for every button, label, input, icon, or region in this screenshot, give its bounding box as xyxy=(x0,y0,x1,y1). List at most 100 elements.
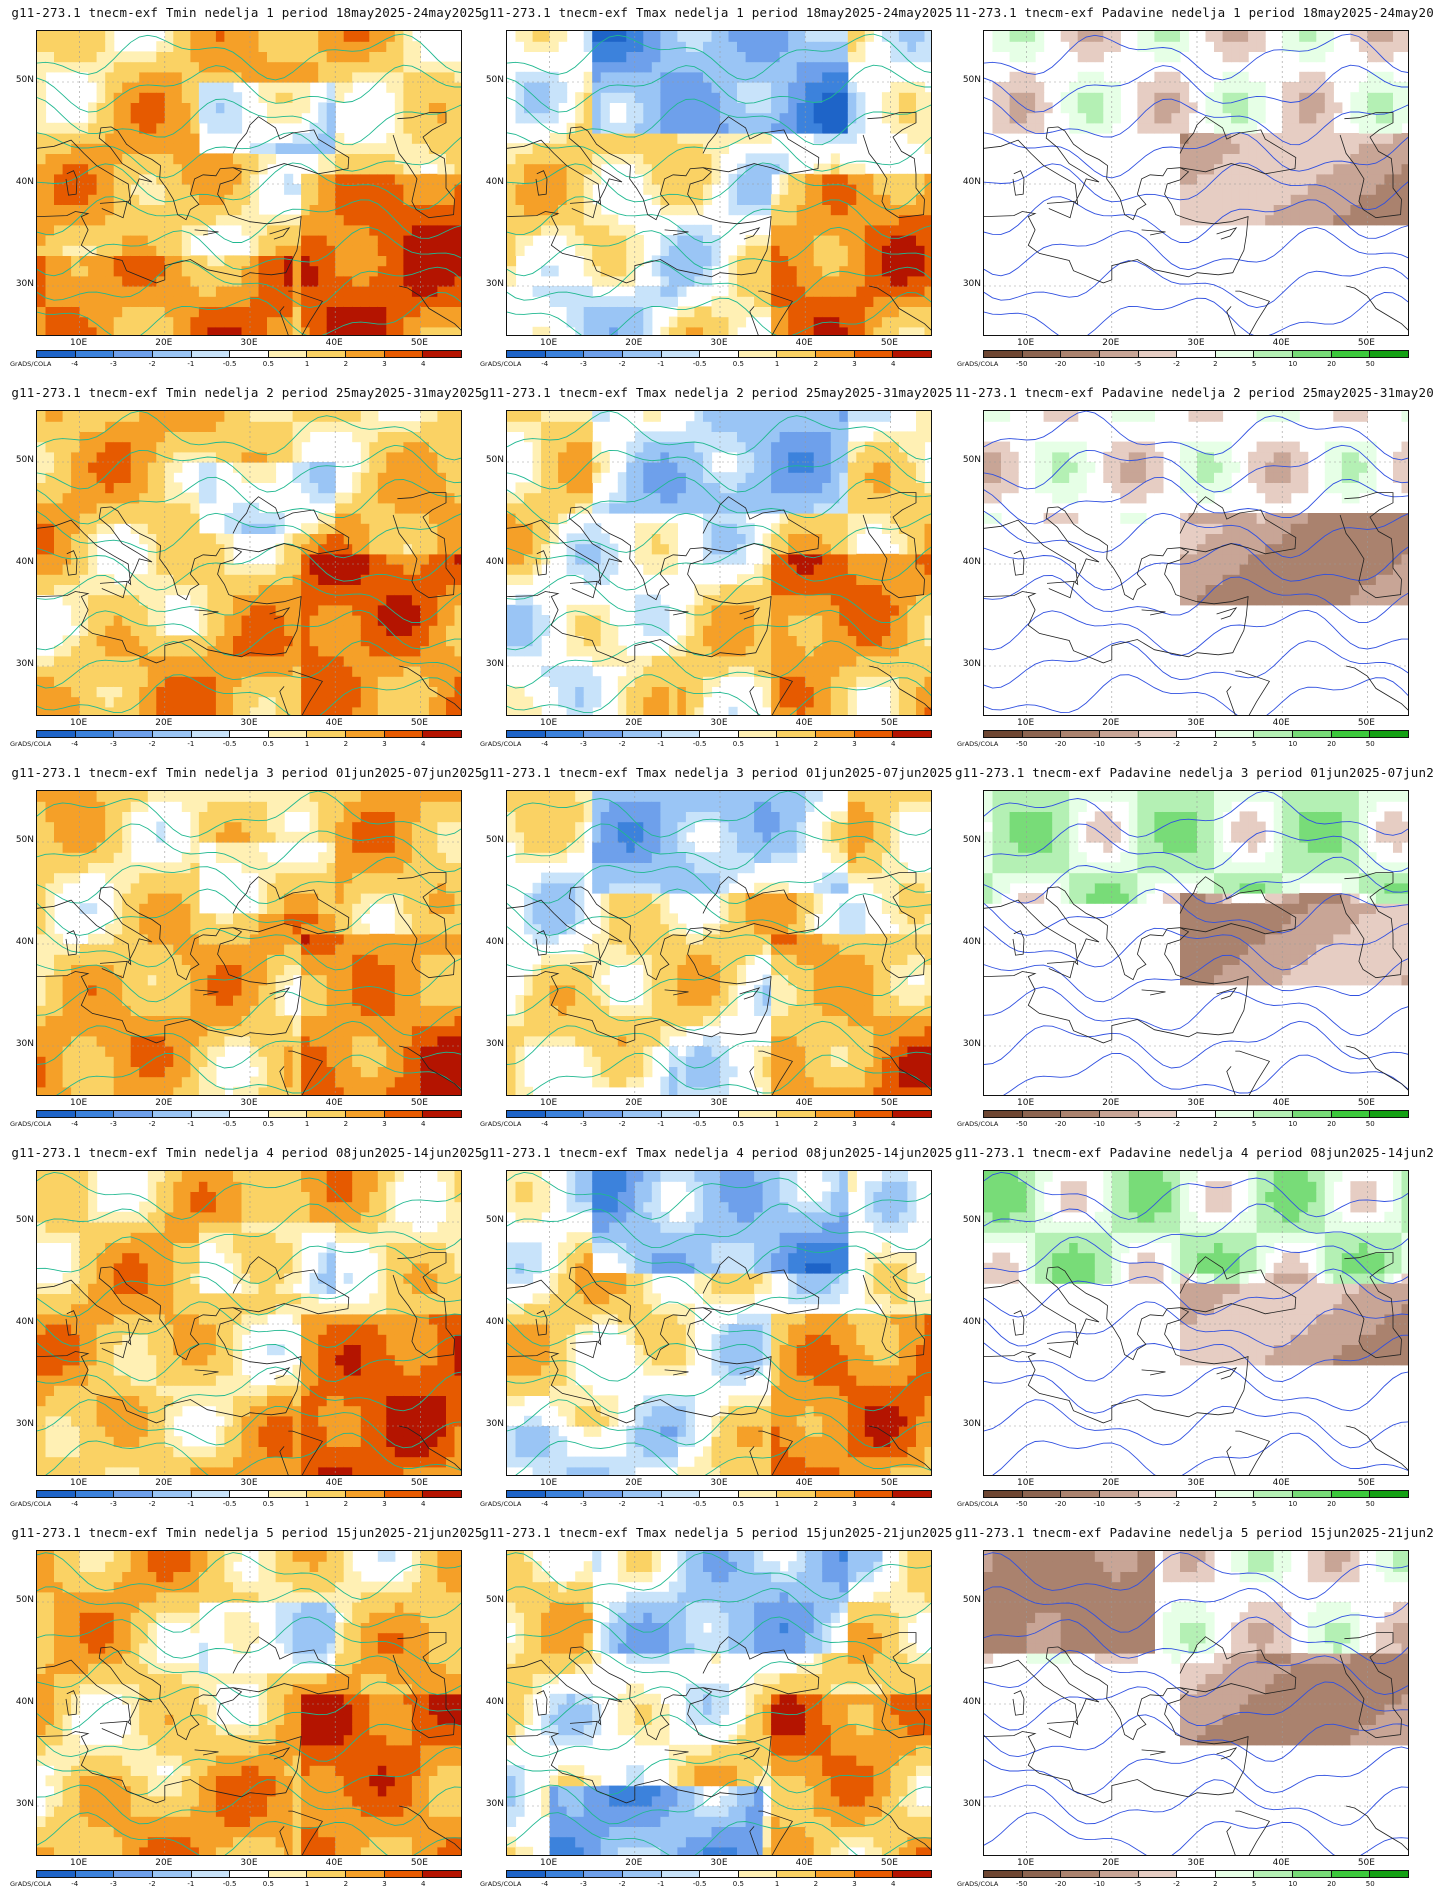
colorbar-label: -2 xyxy=(1165,1880,1189,1888)
colorbar-label: 1 xyxy=(295,740,319,748)
lat-tick-label: 30N xyxy=(955,659,981,669)
colorbar-segment xyxy=(893,1491,931,1497)
lon-tick-label: 40E xyxy=(1266,1098,1296,1108)
colorbar-segment xyxy=(1061,731,1100,737)
panel-title: g11-273.1 tnecm-exf Tmax nedelja 2 perio… xyxy=(478,380,956,406)
colorbar-segment xyxy=(1332,1871,1371,1877)
colorbar-segment xyxy=(1332,1111,1371,1117)
colorbar-segment xyxy=(1254,1871,1293,1877)
colorbar-label: 2 xyxy=(804,1500,828,1508)
lat-tick-label: 50N xyxy=(8,75,34,85)
colorbar-label: 1 xyxy=(765,740,789,748)
lat-tick-label: 30N xyxy=(955,279,981,289)
colorbar-segment xyxy=(739,351,778,357)
colorbar-segment xyxy=(346,1111,385,1117)
colorbar-segment xyxy=(153,1111,192,1117)
colorbar-label: 0.5 xyxy=(726,1120,750,1128)
panel-title: g11-273.1 tnecm-exf Padavine nedelja 5 p… xyxy=(955,1520,1433,1546)
colorbar-label: -0.5 xyxy=(688,1500,712,1508)
colorbar-segment xyxy=(307,1111,346,1117)
colorbar-label: -20 xyxy=(1048,1120,1072,1128)
colorbar-segment xyxy=(1100,1871,1139,1877)
colorbar-segment xyxy=(385,1111,424,1117)
colorbar-segment xyxy=(1139,1491,1178,1497)
colorbar-label: 4 xyxy=(881,1880,905,1888)
lat-tick-label: 50N xyxy=(478,75,504,85)
colorbar-label: 0.5 xyxy=(256,360,280,368)
colorbar-label: 5 xyxy=(1242,740,1266,748)
colorbar-label: 0.5 xyxy=(256,1500,280,1508)
colorbar-label: 4 xyxy=(881,740,905,748)
colorbar-label: -2 xyxy=(140,360,164,368)
colorbar-segment xyxy=(584,1111,623,1117)
panel-title: g11-273.1 tnecm-exf Tmin nedelja 5 perio… xyxy=(8,1520,486,1546)
colorbar-segment xyxy=(584,1871,623,1877)
colorbar-segment xyxy=(1370,1111,1408,1117)
colorbar-label: -4 xyxy=(533,360,557,368)
colorbar-segment xyxy=(1216,1491,1255,1497)
colorbar xyxy=(36,730,462,738)
map-area xyxy=(506,790,932,1096)
map-area xyxy=(506,30,932,336)
colorbar-segment xyxy=(507,1111,546,1117)
colorbar-label: -10 xyxy=(1087,360,1111,368)
lat-tick-label: 40N xyxy=(8,1317,34,1327)
colorbar-segment xyxy=(423,351,461,357)
colorbar-label: 1 xyxy=(765,1120,789,1128)
colorbar-label: 4 xyxy=(411,1120,435,1128)
colorbar-segment xyxy=(114,1871,153,1877)
lon-tick-label: 30E xyxy=(704,718,734,728)
colorbar-segment xyxy=(37,1871,76,1877)
lon-tick-label: 50E xyxy=(874,1858,904,1868)
colorbar-label: -3 xyxy=(101,1120,125,1128)
lat-tick-label: 40N xyxy=(478,1317,504,1327)
colorbar-label: 2 xyxy=(334,740,358,748)
colorbar-label: -3 xyxy=(101,360,125,368)
panel-title: 11-273.1 tnecm-exf Padavine nedelja 2 pe… xyxy=(955,380,1433,406)
colorbar-segment xyxy=(114,1111,153,1117)
lat-tick-label: 30N xyxy=(8,659,34,669)
colorbar-segment xyxy=(307,351,346,357)
colorbar-label: -2 xyxy=(610,740,634,748)
colorbar-segment xyxy=(76,1491,115,1497)
lon-tick-label: 10E xyxy=(1011,1098,1041,1108)
colorbar-segment xyxy=(739,1491,778,1497)
lat-tick-label: 50N xyxy=(478,1215,504,1225)
colorbar-label: -1 xyxy=(179,1120,203,1128)
colorbar-segment xyxy=(816,731,855,737)
colorbar-label: 2 xyxy=(334,360,358,368)
lon-tick-label: 30E xyxy=(704,1098,734,1108)
colorbar-segment xyxy=(893,1111,931,1117)
colorbar-segment xyxy=(700,1111,739,1117)
grads-credit: GrADS/COLA xyxy=(10,1120,51,1128)
colorbar-label: -20 xyxy=(1048,740,1072,748)
colorbar-segment xyxy=(1023,731,1062,737)
lon-tick-label: 40E xyxy=(319,1098,349,1108)
colorbar-label: -1 xyxy=(649,1500,673,1508)
colorbar-segment xyxy=(423,1871,461,1877)
colorbar-label: -10 xyxy=(1087,1120,1111,1128)
lon-tick-label: 40E xyxy=(789,1098,819,1108)
colorbar-label: -3 xyxy=(101,1500,125,1508)
colorbar-segment xyxy=(230,351,269,357)
colorbar-label: 2 xyxy=(804,1120,828,1128)
colorbar xyxy=(506,1110,932,1118)
colorbar-label: 2 xyxy=(1203,1120,1227,1128)
colorbar-segment xyxy=(1177,351,1216,357)
lon-tick-label: 20E xyxy=(619,718,649,728)
colorbar-segment xyxy=(153,1491,192,1497)
colorbar-label: 2 xyxy=(1203,1880,1227,1888)
colorbar-label: 3 xyxy=(843,1120,867,1128)
colorbar-label: -1 xyxy=(649,740,673,748)
colorbar-segment xyxy=(385,351,424,357)
map-panel: g11-273.1 tnecm-exf Tmax nedelja 4 perio… xyxy=(478,1140,956,1519)
grads-credit: GrADS/COLA xyxy=(957,360,998,368)
colorbar-label: 1 xyxy=(295,1880,319,1888)
colorbar-segment xyxy=(1370,1871,1408,1877)
colorbar-segment xyxy=(114,731,153,737)
lon-tick-label: 10E xyxy=(534,1478,564,1488)
lat-tick-label: 50N xyxy=(8,1215,34,1225)
map-area xyxy=(36,790,462,1096)
colorbar-segment xyxy=(346,351,385,357)
lon-tick-label: 20E xyxy=(149,338,179,348)
